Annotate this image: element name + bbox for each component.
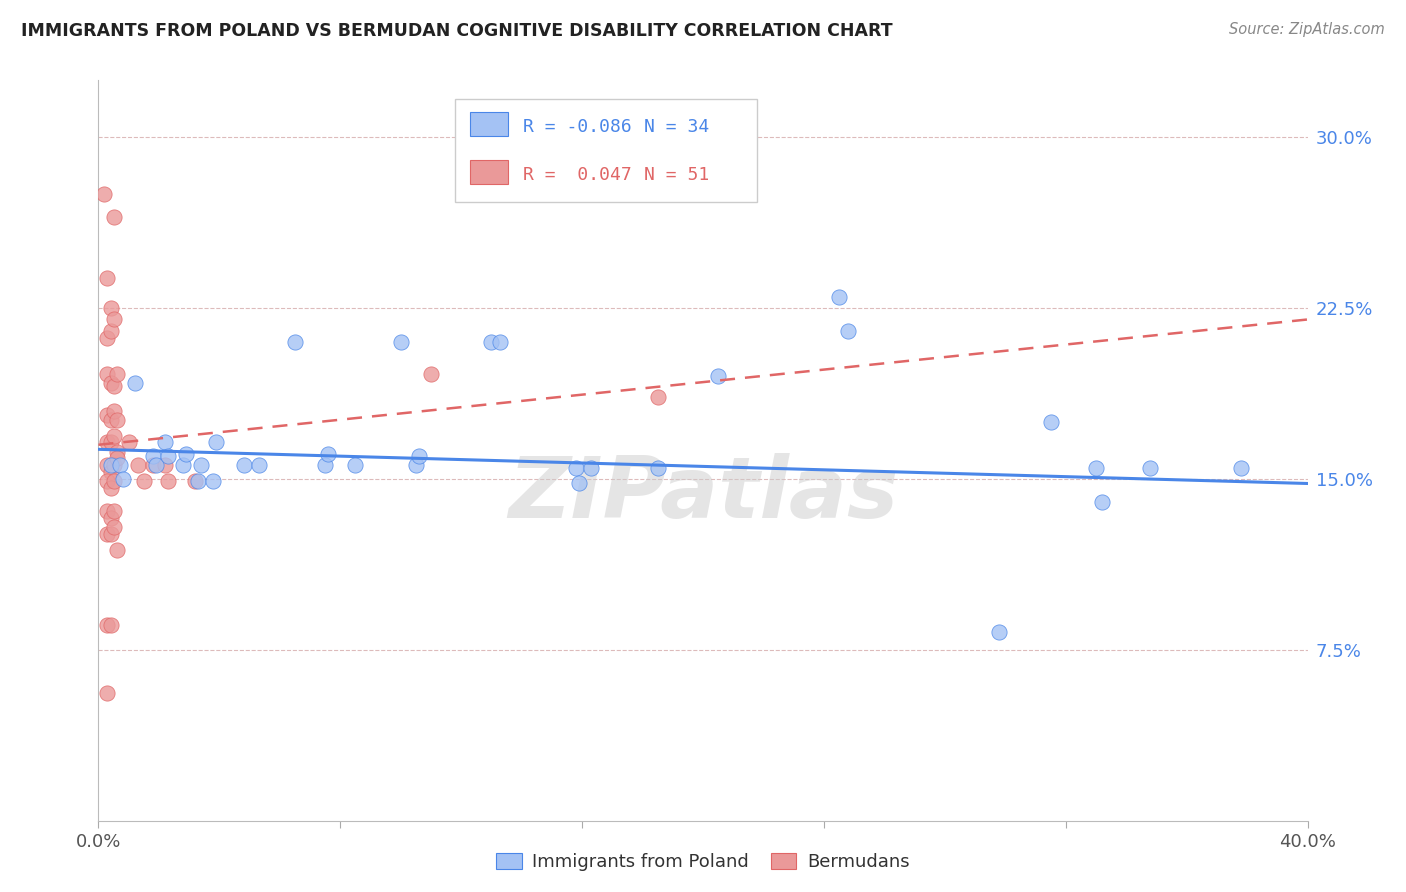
Point	[96, 686, 118, 700]
Legend: Immigrants from Poland, Bermudans: Immigrants from Poland, Bermudans	[489, 846, 917, 879]
Point	[96, 617, 118, 632]
Point	[420, 367, 443, 381]
Point	[105, 444, 128, 458]
Point	[118, 435, 141, 450]
Point	[156, 474, 179, 488]
Point	[100, 376, 122, 391]
Point	[156, 449, 179, 463]
Point	[103, 474, 125, 488]
Point	[96, 435, 118, 450]
Point	[153, 435, 176, 450]
Point	[647, 390, 669, 404]
Point	[100, 458, 122, 473]
Point	[103, 520, 125, 534]
Point	[568, 476, 591, 491]
Point	[344, 458, 367, 473]
Point	[145, 458, 167, 473]
Point	[314, 458, 336, 473]
Point	[100, 435, 122, 450]
Point	[565, 460, 588, 475]
Point	[96, 504, 118, 518]
Point	[108, 458, 131, 473]
Point	[100, 526, 122, 541]
Text: N = 34: N = 34	[644, 118, 709, 136]
Point	[103, 403, 125, 417]
Point	[247, 458, 270, 473]
FancyBboxPatch shape	[470, 112, 509, 136]
Point	[405, 458, 427, 473]
Point	[489, 335, 512, 350]
Point	[127, 458, 149, 473]
Point	[96, 271, 118, 285]
Point	[647, 460, 669, 475]
Point	[142, 449, 165, 463]
Point	[103, 378, 125, 392]
Point	[96, 526, 118, 541]
Point	[174, 447, 197, 461]
Text: IMMIGRANTS FROM POLAND VS BERMUDAN COGNITIVE DISABILITY CORRELATION CHART: IMMIGRANTS FROM POLAND VS BERMUDAN COGNI…	[21, 22, 893, 40]
Point	[96, 458, 118, 473]
Point	[828, 290, 851, 304]
Point	[284, 335, 307, 350]
Point	[190, 458, 212, 473]
Point	[389, 335, 412, 350]
Point	[124, 376, 146, 391]
Point	[132, 474, 155, 488]
Point	[105, 542, 128, 557]
Point	[105, 367, 128, 381]
Point	[93, 187, 115, 202]
Text: R = -0.086: R = -0.086	[523, 118, 631, 136]
Point	[100, 481, 122, 495]
Point	[96, 408, 118, 422]
Point	[1091, 494, 1114, 508]
Point	[184, 474, 207, 488]
Point	[100, 510, 122, 524]
Point	[103, 428, 125, 442]
Point	[103, 210, 125, 224]
Point	[142, 458, 165, 473]
Point	[100, 465, 122, 479]
Point	[232, 458, 254, 473]
Text: ZIPatlas: ZIPatlas	[508, 453, 898, 536]
Point	[105, 413, 128, 427]
Point	[481, 335, 503, 350]
Point	[408, 449, 430, 463]
Text: Source: ZipAtlas.com: Source: ZipAtlas.com	[1229, 22, 1385, 37]
Point	[111, 472, 134, 486]
Point	[988, 624, 1011, 639]
Point	[153, 458, 176, 473]
Text: N = 51: N = 51	[644, 166, 709, 184]
Point	[837, 324, 859, 338]
Point	[316, 447, 339, 461]
Point	[96, 367, 118, 381]
Point	[579, 460, 602, 475]
Point	[103, 504, 125, 518]
Point	[100, 324, 122, 338]
Point	[172, 458, 194, 473]
Point	[1230, 460, 1253, 475]
Text: R =  0.047: R = 0.047	[523, 166, 631, 184]
Point	[1039, 415, 1062, 429]
Point	[1139, 460, 1161, 475]
Point	[100, 413, 122, 427]
Point	[205, 435, 228, 450]
Point	[1085, 460, 1108, 475]
Point	[187, 474, 209, 488]
Point	[105, 451, 128, 466]
Point	[100, 617, 122, 632]
Point	[96, 474, 118, 488]
FancyBboxPatch shape	[456, 99, 758, 202]
FancyBboxPatch shape	[470, 161, 509, 184]
Point	[100, 301, 122, 315]
Point	[707, 369, 730, 384]
Point	[202, 474, 225, 488]
Point	[96, 331, 118, 345]
Point	[103, 458, 125, 473]
Point	[103, 312, 125, 326]
